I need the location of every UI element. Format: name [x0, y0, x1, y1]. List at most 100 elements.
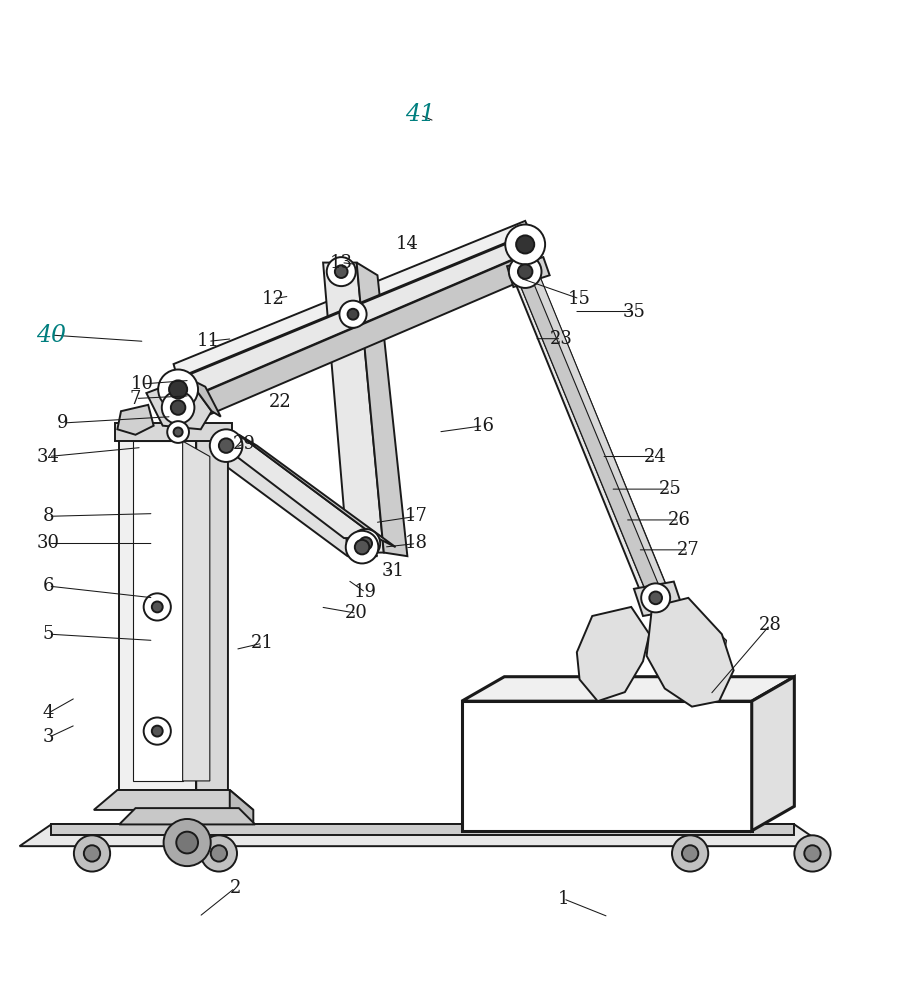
Text: 22: 22: [269, 393, 292, 411]
Text: 1: 1: [557, 890, 569, 908]
Polygon shape: [119, 808, 255, 824]
Circle shape: [210, 429, 243, 462]
Polygon shape: [183, 441, 210, 781]
Circle shape: [359, 537, 372, 550]
Circle shape: [351, 529, 380, 558]
Circle shape: [158, 370, 198, 409]
Text: 28: 28: [758, 616, 782, 634]
Text: 41: 41: [405, 103, 435, 126]
Polygon shape: [196, 426, 228, 804]
Polygon shape: [133, 441, 183, 781]
Circle shape: [355, 540, 369, 554]
Polygon shape: [646, 598, 734, 707]
Polygon shape: [516, 272, 663, 600]
Circle shape: [335, 265, 347, 278]
Circle shape: [74, 835, 110, 872]
Circle shape: [167, 421, 189, 443]
Circle shape: [326, 257, 355, 286]
Circle shape: [682, 845, 698, 862]
Text: 8: 8: [43, 507, 55, 525]
Text: 9: 9: [57, 414, 69, 432]
Polygon shape: [230, 790, 254, 824]
Circle shape: [641, 583, 670, 612]
Text: 25: 25: [659, 480, 682, 498]
Polygon shape: [119, 426, 196, 790]
Text: 23: 23: [550, 330, 573, 348]
Text: 29: 29: [233, 435, 255, 453]
Polygon shape: [511, 264, 667, 598]
Text: 2: 2: [229, 879, 241, 897]
Polygon shape: [174, 235, 534, 400]
Text: 10: 10: [130, 375, 154, 393]
Text: 21: 21: [251, 634, 274, 652]
Text: 20: 20: [345, 604, 368, 622]
Circle shape: [672, 835, 708, 872]
Polygon shape: [208, 453, 377, 556]
Text: 12: 12: [262, 290, 285, 308]
Text: 35: 35: [623, 303, 645, 321]
Text: 27: 27: [677, 541, 700, 559]
Polygon shape: [51, 824, 794, 835]
Polygon shape: [94, 790, 254, 810]
Circle shape: [201, 835, 237, 872]
Circle shape: [516, 235, 534, 254]
Circle shape: [345, 531, 378, 563]
Text: 5: 5: [43, 625, 55, 643]
Circle shape: [171, 400, 185, 415]
Polygon shape: [356, 263, 407, 556]
Circle shape: [152, 601, 163, 612]
Polygon shape: [117, 405, 154, 435]
Text: 34: 34: [37, 448, 60, 466]
Polygon shape: [146, 378, 212, 429]
Polygon shape: [462, 701, 752, 831]
Text: 3: 3: [43, 728, 55, 746]
Circle shape: [649, 592, 662, 604]
Polygon shape: [239, 435, 395, 547]
Text: 26: 26: [668, 511, 691, 529]
Text: 11: 11: [196, 332, 219, 350]
Text: 13: 13: [330, 254, 353, 272]
Polygon shape: [462, 677, 794, 701]
Circle shape: [144, 717, 171, 745]
Polygon shape: [115, 423, 233, 441]
Circle shape: [339, 301, 366, 328]
Text: 19: 19: [355, 583, 377, 601]
Polygon shape: [187, 378, 221, 417]
Circle shape: [169, 380, 187, 399]
Polygon shape: [185, 251, 544, 420]
Text: 31: 31: [382, 562, 405, 580]
Polygon shape: [634, 582, 683, 616]
Circle shape: [174, 428, 183, 437]
Circle shape: [509, 255, 542, 288]
Circle shape: [144, 593, 171, 621]
Polygon shape: [577, 607, 649, 701]
Text: 6: 6: [43, 577, 55, 595]
Circle shape: [164, 819, 211, 866]
Circle shape: [162, 391, 195, 424]
Text: 16: 16: [472, 417, 495, 435]
Polygon shape: [19, 824, 826, 846]
Circle shape: [794, 835, 831, 872]
Text: 17: 17: [405, 507, 428, 525]
Polygon shape: [174, 221, 532, 380]
Text: 4: 4: [43, 704, 55, 722]
Circle shape: [84, 845, 100, 862]
Text: 14: 14: [396, 235, 419, 253]
Circle shape: [804, 845, 821, 862]
Circle shape: [219, 438, 234, 453]
Circle shape: [518, 264, 533, 279]
Polygon shape: [323, 263, 384, 553]
Polygon shape: [208, 435, 377, 538]
Text: 30: 30: [37, 534, 60, 552]
Circle shape: [176, 832, 198, 853]
Circle shape: [211, 845, 227, 862]
Text: 18: 18: [405, 534, 428, 552]
Polygon shape: [507, 257, 550, 287]
Text: 24: 24: [644, 448, 667, 466]
Text: 7: 7: [130, 390, 141, 408]
Circle shape: [505, 225, 545, 264]
Circle shape: [152, 726, 163, 737]
Text: 15: 15: [568, 290, 591, 308]
Polygon shape: [752, 677, 794, 831]
Polygon shape: [520, 278, 672, 607]
